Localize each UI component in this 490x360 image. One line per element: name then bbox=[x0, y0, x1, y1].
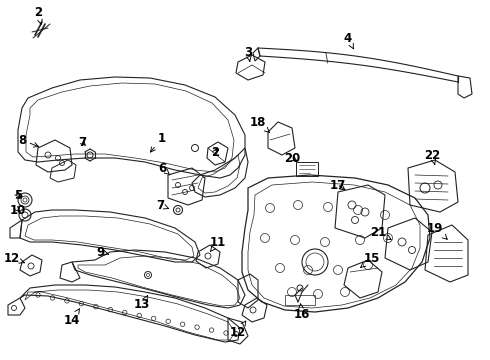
Text: 11: 11 bbox=[210, 235, 226, 251]
Text: 7: 7 bbox=[78, 135, 86, 149]
Text: 16: 16 bbox=[294, 304, 310, 321]
Text: 21: 21 bbox=[370, 225, 391, 239]
Text: 15: 15 bbox=[361, 252, 380, 267]
Text: 2: 2 bbox=[211, 145, 219, 158]
Text: 3: 3 bbox=[244, 45, 252, 62]
Text: 13: 13 bbox=[134, 296, 150, 311]
Text: 1: 1 bbox=[150, 131, 166, 152]
Text: 8: 8 bbox=[18, 134, 39, 147]
Text: 5: 5 bbox=[14, 189, 22, 202]
Text: 18: 18 bbox=[250, 116, 270, 132]
Text: 9: 9 bbox=[96, 246, 108, 258]
Text: 2: 2 bbox=[34, 5, 42, 24]
Text: 10: 10 bbox=[10, 203, 26, 216]
Text: 14: 14 bbox=[64, 309, 80, 327]
Text: 12: 12 bbox=[230, 321, 246, 338]
Text: 17: 17 bbox=[330, 179, 346, 192]
Text: 4: 4 bbox=[344, 32, 353, 49]
Text: 19: 19 bbox=[427, 221, 447, 239]
Text: 6: 6 bbox=[158, 162, 170, 175]
Text: 20: 20 bbox=[284, 152, 300, 165]
Text: 12: 12 bbox=[4, 252, 24, 265]
Text: 22: 22 bbox=[424, 149, 440, 165]
Text: 7: 7 bbox=[156, 198, 169, 212]
